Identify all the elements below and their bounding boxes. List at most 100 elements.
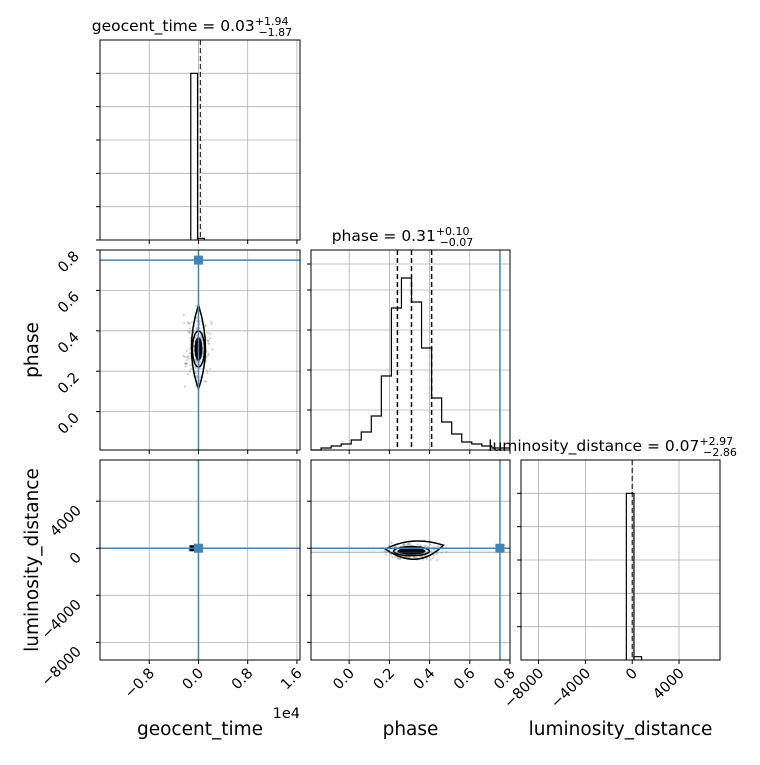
phase-vs-geocent-scatter-point-12	[191, 321, 194, 324]
ld-vs-phase-contour-outer	[384, 540, 445, 560]
ld-vs-phase-scatter-point-229	[429, 543, 432, 546]
ld-vs-phase-scatter-point-223	[398, 557, 401, 561]
phase-vs-geocent-scatter-point-110	[188, 322, 191, 325]
phase-vs-geocent-scatter-point-205	[184, 362, 187, 365]
phase-vs-geocent-scatter-point-88	[195, 334, 199, 337]
phase-vs-geocent-scatter-point-199	[206, 339, 209, 342]
phase-vs-geocent-scatter-point-139	[183, 385, 187, 388]
phase-vs-geocent-scatter-point-161	[195, 327, 199, 330]
ld-vs-geocent-frame	[99, 459, 301, 661]
ld-vs-phase-scatter-point-213	[407, 542, 410, 545]
phase-vs-geocent-scatter-point-52	[185, 362, 189, 365]
ld-vs-phase-scatter-point-204	[408, 543, 411, 546]
phase-vs-geocent-scatter-point-176	[194, 371, 197, 375]
ld-vs-phase-scatter-point-27	[432, 548, 435, 551]
ld-ytick-label-3: 4000	[47, 503, 84, 540]
ld-vs-phase-scatter-point-54	[399, 557, 402, 560]
luminosity-distance-hist-frame	[520, 459, 721, 661]
luminosity-distance-xlabel: luminosity_distance	[529, 719, 713, 740]
phase-vs-geocent-scatter-point-149	[188, 327, 191, 330]
phase-vs-geocent-scatter-point-148	[207, 339, 210, 342]
phase-vs-geocent-scatter-point-6	[194, 385, 197, 388]
ld-vs-phase-scatter-point-212	[431, 556, 434, 560]
phase-vs-geocent-scatter-point-65	[186, 330, 189, 333]
ld-vs-phase-scatter-point-101	[407, 556, 410, 559]
ld-ytick-label-1: −4000	[39, 597, 85, 643]
phase-xtick-label-0: 0.0	[330, 666, 358, 694]
phase-vs-geocent-scatter-point-69	[204, 380, 207, 383]
ld-vs-phase-contour-inner	[392, 545, 431, 557]
ld-vs-phase-scatter-point-211	[407, 543, 410, 546]
ld-vs-phase-frame	[310, 459, 511, 661]
geocent-time-title: geocent_time = 0.03+1.94 −1.87	[92, 15, 292, 39]
phase-vs-geocent-scatter-point-162	[188, 332, 191, 335]
phase-xtick-label-3: 0.6	[451, 666, 479, 694]
geocent-time-hist-frame	[99, 39, 301, 241]
ld-vs-phase-scatter-point-197	[438, 545, 442, 548]
ld-vs-phase-scatter-point-25	[425, 557, 428, 561]
ld-vs-phase-scatter-point-26	[421, 558, 424, 561]
phase-vs-geocent-scatter-point-59	[189, 336, 192, 339]
ld-vs-phase-scatter-point-137	[403, 543, 406, 546]
phase-vs-geocent-scatter-point-78	[188, 370, 191, 373]
ld-vs-phase-scatter-point-191	[384, 553, 388, 556]
phase-vs-geocent-scatter-point-62	[206, 372, 209, 375]
phase-vs-geocent-scatter-point-138	[196, 316, 199, 319]
phase-vs-geocent-scatter-point-157	[189, 364, 192, 367]
phase-vs-geocent-scatter-point-60	[206, 354, 209, 357]
phase-vs-geocent-scatter-point-103	[211, 348, 214, 351]
ld-xtick-label-2: 0	[623, 666, 641, 684]
phase-vs-geocent-scatter-point-35	[184, 362, 187, 365]
phase-vs-geocent-scatter-point-113	[210, 320, 213, 323]
ld-vs-phase-scatter-point-34	[401, 543, 405, 547]
phase-vs-geocent-truth-marker	[193, 255, 203, 265]
ld-vs-phase-scatter-point-15	[416, 543, 419, 546]
phase-ytick-label-4: 0.8	[55, 249, 83, 277]
phase-vs-geocent-scatter-point-183	[184, 362, 187, 365]
ld-vs-phase-scatter-point-227	[394, 545, 397, 549]
ld-vs-phase-scatter-point-139	[441, 548, 444, 551]
phase-vs-geocent-scatter-point-140	[206, 338, 209, 341]
phase-vs-geocent-scatter-point-14	[189, 367, 192, 370]
ld-vs-phase-scatter-point-228	[412, 556, 415, 559]
phase-vs-geocent-scatter-point-156	[189, 329, 192, 332]
geocent-time-hist-bar-1	[196, 237, 205, 240]
ld-vs-phase-scatter-point-13	[424, 544, 427, 548]
phase-xtick-label-1: 0.2	[371, 666, 399, 694]
phase-vs-geocent-scatter-point-174	[198, 360, 202, 363]
ld-vs-phase-scatter-point-52	[419, 544, 422, 547]
phase-vs-geocent-scatter-point-16	[182, 354, 185, 357]
phase-xlabel: phase	[383, 719, 439, 740]
phase-vs-geocent-scatter-point-7	[204, 323, 207, 327]
phase-vs-geocent-scatter-point-172	[200, 336, 203, 339]
phase-vs-geocent-scatter-point-133	[186, 373, 189, 376]
phase-vs-geocent-scatter-point-10	[198, 367, 201, 370]
ld-vs-phase-scatter-point-179	[396, 557, 400, 560]
phase-vs-geocent-scatter-point-85	[205, 369, 208, 372]
geocent-time-hist-bar-0	[190, 72, 199, 240]
phase-vs-geocent-scatter-point-131	[201, 367, 204, 371]
ld-vs-phase-scatter-point-118	[403, 543, 406, 546]
ld-vs-phase-scatter-point-136	[408, 542, 411, 545]
phase-hist-frame	[310, 249, 511, 451]
ld-xtick-label-3: 4000	[650, 666, 687, 703]
phase-vs-geocent-frame	[99, 249, 301, 451]
phase-vs-geocent-scatter-point-219	[200, 336, 203, 339]
phase-vs-geocent-scatter-point-36	[187, 330, 191, 334]
ld-vs-phase-scatter-point-162	[396, 557, 399, 560]
phase-vs-geocent-scatter-point-43	[182, 314, 185, 317]
ld-vs-phase-scatter-point-82	[436, 545, 439, 548]
phase-ytick-label-0: 0.0	[55, 410, 83, 438]
ld-ytick-label-2: 0	[67, 550, 85, 568]
phase-vs-geocent-scatter-point-218	[204, 325, 207, 328]
ld-vs-phase-scatter-point-100	[391, 556, 394, 559]
geocent-time-xlabel: geocent_time	[137, 719, 263, 740]
phase-vs-geocent-scatter-point-163	[207, 352, 210, 355]
phase-vs-geocent-scatter-point-42	[183, 355, 186, 358]
phase-vs-geocent-scatter-point-39	[205, 380, 208, 383]
geocent-xtick-label-2: 0.8	[229, 666, 257, 694]
ld-ytick-label-0: −8000	[39, 644, 85, 690]
phase-vs-geocent-scatter-point-210	[208, 342, 211, 345]
ld-vs-phase-truth-marker	[495, 543, 505, 553]
luminosity-distance-ylabel: luminosity_distance	[22, 468, 43, 652]
